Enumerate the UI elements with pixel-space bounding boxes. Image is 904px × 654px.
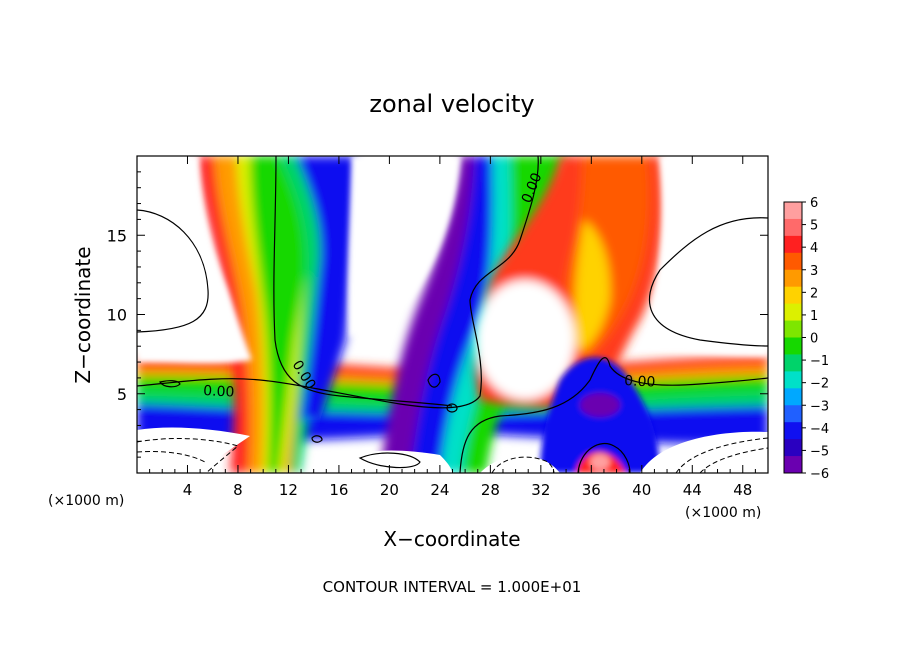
colorbar-label: 2 [810, 286, 818, 301]
contour-label: 0.00 [624, 373, 656, 391]
chart-title: zonal velocity [369, 90, 534, 118]
colorbar-swatch [784, 422, 802, 440]
contour-interval-note: CONTOUR INTERVAL = 1.000E+01 [323, 578, 582, 596]
colorbar-swatch [784, 320, 802, 338]
colorbar-label: 0 [810, 332, 818, 347]
colorbar-label: −4 [810, 422, 829, 437]
colorbar-swatch [784, 371, 802, 389]
colorbar-swatch [784, 286, 802, 305]
colorbar: 6 5 4 3 2 1 0 −1 −2 −3 −4 −5 −6 [783, 196, 829, 482]
x-tick-label: 40 [632, 481, 651, 499]
colorbar-swatch [784, 252, 802, 271]
x-tick-label: 24 [430, 481, 449, 499]
colorbar-label: −1 [810, 354, 829, 369]
colorbar-swatch [784, 202, 802, 220]
y-tick-label: 10 [107, 306, 127, 325]
x-tick-label: 44 [683, 481, 702, 499]
x-tick-label: 4 [183, 481, 193, 499]
colorbar-swatch [784, 218, 802, 237]
y-axis-label: Z−coordinate [71, 246, 95, 383]
colorbar-swatch [784, 405, 802, 423]
x-axis: 4 8 12 16 20 24 28 32 36 40 44 48 [149, 156, 756, 499]
colorbar-swatch [784, 456, 802, 474]
x-tick-label: 20 [380, 481, 399, 499]
colorbar-swatch [784, 439, 802, 457]
colorbar-label: −2 [810, 377, 829, 392]
x-axis-label: X−coordinate [383, 527, 520, 551]
colorbar-label: −6 [810, 467, 829, 482]
x-tick-label: 36 [582, 481, 601, 499]
x-tick-label: 32 [531, 481, 550, 499]
colorbar-label: 4 [810, 241, 818, 256]
x-tick-label: 48 [733, 481, 752, 499]
colorbar-swatch [784, 269, 802, 288]
colorbar-swatch [784, 303, 802, 322]
colorbar-label: 5 [810, 219, 818, 234]
colorbar-label: 6 [810, 196, 818, 211]
y-tick-label: 15 [107, 226, 127, 245]
colorbar-label: 1 [810, 309, 818, 324]
contour-label: 0.00 [203, 383, 235, 401]
x-unit-right: (×1000 m) [685, 505, 761, 521]
x-tick-label: 28 [481, 481, 500, 499]
colorbar-label: −5 [810, 444, 829, 459]
colorbar-swatch [784, 388, 802, 406]
velocity-field: 0.00 0.00 0.00 0.00 [137, 156, 768, 473]
y-tick-label: 5 [117, 385, 127, 404]
colorbar-label: 3 [810, 264, 818, 279]
x-tick-label: 8 [233, 481, 243, 499]
colorbar-label: −3 [810, 399, 829, 414]
y-axis: 5 10 15 [107, 171, 768, 458]
colorbar-swatch [784, 354, 802, 372]
x-tick-label: 12 [279, 481, 298, 499]
x-tick-label: 16 [329, 481, 348, 499]
x-unit-left: (×1000 m) [48, 493, 124, 509]
colorbar-swatch [784, 235, 802, 254]
colorbar-swatch [784, 337, 802, 355]
